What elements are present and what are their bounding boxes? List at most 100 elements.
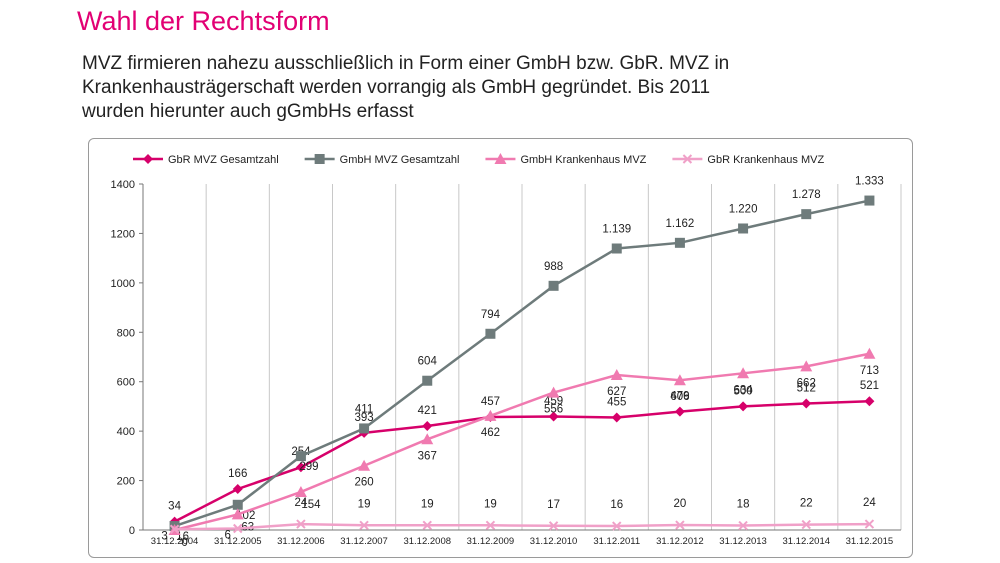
data-point-gmbh-mvz-gesamtzahl [674,237,685,248]
data-label-gmbh-krankenhaus-mvz: 556 [544,404,563,416]
data-label-gbr-mvz-gesamtzahl: 521 [860,380,879,392]
data-point-gbr-mvz-gesamtzahl [548,411,559,422]
data-point-gbr-mvz-gesamtzahl [422,420,433,431]
data-label-gbr-mvz-gesamtzahl: 457 [481,396,500,408]
data-label-gbr-krankenhaus-mvz: 19 [421,498,434,510]
y-tick-label: 1400 [111,179,135,191]
x-tick-label: 31.12.2008 [403,536,451,547]
data-point-gmbh-krankenhaus-mvz [800,360,813,372]
data-label-gbr-krankenhaus-mvz: 24 [295,497,308,509]
data-label-gbr-krankenhaus-mvz: 17 [547,499,560,511]
x-tick-label: 31.12.2010 [530,536,578,547]
y-tick-label: 800 [117,327,135,339]
data-point-gbr-mvz-gesamtzahl [295,462,306,473]
y-tick-label: 0 [129,525,135,537]
data-point-gmbh-mvz-gesamtzahl [359,423,370,434]
data-point-gbr-krankenhaus-mvz [296,519,306,529]
data-point-gmbh-krankenhaus-mvz [421,433,434,445]
data-point-gmbh-krankenhaus-mvz [610,369,623,381]
data-point-gbr-krankenhaus-mvz [233,523,243,534]
data-point-gmbh-mvz-gesamtzahl [232,499,243,510]
data-label-gmbh-krankenhaus-mvz: 713 [860,365,879,377]
data-label-gbr-krankenhaus-mvz: 16 [610,499,623,511]
data-label-gmbh-mvz-gesamtzahl: 1.278 [792,189,821,201]
series-line-gmbh-krankenhaus-mvz [174,352,870,532]
data-point-gmbh-mvz-gesamtzahl [548,280,559,291]
data-point-gmbh-krankenhaus-mvz [358,459,371,471]
series-line-gbr-krankenhaus-mvz [174,522,870,531]
x-tick-label: 31.12.2009 [467,536,515,547]
legend-marker-gbr-mvz-gesamtzahl [143,154,153,164]
data-label-gbr-mvz-gesamtzahl: 459 [544,396,563,408]
data-label-gmbh-krankenhaus-mvz: 367 [418,450,437,462]
x-tick-label: 31.12.2004 [151,536,199,547]
data-point-gbr-krankenhaus-mvz [485,520,496,531]
data-point-gbr-mvz-gesamtzahl [232,483,243,494]
x-tick-label: 31.12.2007 [340,536,388,547]
y-tick-label: 400 [117,426,135,438]
data-point-gmbh-krankenhaus-mvz [547,386,560,398]
data-point-gbr-krankenhaus-mvz [169,524,180,534]
x-tick-label: 31.12.2014 [782,536,830,547]
data-label-gbr-mvz-gesamtzahl: 34 [168,501,181,513]
data-label-gmbh-krankenhaus-mvz: 462 [481,427,500,439]
data-label-gbr-krankenhaus-mvz: 19 [484,498,497,510]
data-point-gbr-mvz-gesamtzahl [674,406,685,417]
data-point-gmbh-mvz-gesamtzahl [864,195,875,206]
data-label-gmbh-krankenhaus-mvz: 0 [181,537,187,549]
data-label-gbr-krankenhaus-mvz: 20 [674,498,687,510]
x-tick-label: 31.12.2011 [593,536,640,547]
y-tick-label: 1000 [111,278,135,290]
data-point-gmbh-krankenhaus-mvz [294,485,307,497]
data-point-gbr-krankenhaus-mvz [359,520,369,531]
data-label-gmbh-krankenhaus-mvz: 634 [733,384,753,396]
data-label-gbr-krankenhaus-mvz: 22 [800,498,813,510]
data-label-gbr-krankenhaus-mvz: 3 [161,530,167,542]
data-label-gmbh-krankenhaus-mvz: 260 [354,477,373,489]
data-point-gmbh-krankenhaus-mvz [673,374,686,386]
data-point-gmbh-krankenhaus-mvz [863,347,876,359]
data-label-gmbh-krankenhaus-mvz: 606 [670,391,689,403]
data-label-gbr-mvz-gesamtzahl: 500 [733,385,752,397]
data-label-gbr-krankenhaus-mvz: 18 [737,499,750,511]
data-label-gbr-krankenhaus-mvz: 19 [358,498,371,510]
data-point-gmbh-krankenhaus-mvz [737,367,750,379]
series-line-gbr-mvz-gesamtzahl [174,399,870,523]
data-point-gmbh-mvz-gesamtzahl [611,243,622,254]
data-label-gmbh-mvz-gesamtzahl: 1.333 [855,176,884,188]
x-tick-label: 31.12.2005 [214,536,262,547]
data-label-gbr-mvz-gesamtzahl: 512 [797,382,816,394]
y-tick-label: 200 [117,476,135,488]
slide-title: Wahl der Rechtsform [77,6,330,36]
slide-description: MVZ firmieren nahezu ausschließlich in F… [82,52,912,124]
data-label-gmbh-krankenhaus-mvz: 627 [607,386,626,398]
data-point-gbr-krankenhaus-mvz [675,520,685,530]
data-point-gmbh-mvz-gesamtzahl [801,209,812,220]
data-label-gmbh-mvz-gesamtzahl: 604 [418,356,438,368]
data-label-gmbh-mvz-gesamtzahl: 411 [355,403,373,415]
legend-label-gbr-mvz-gesamtzahl: GbR MVZ Gesamtzahl [168,154,279,166]
data-point-gmbh-krankenhaus-mvz [231,508,244,520]
data-point-gmbh-mvz-gesamtzahl [738,223,749,234]
description-line: wurden hierunter auch gGmbHs erfasst [82,101,414,122]
legend-label-gmbh-mvz-gesamtzahl: GmbH MVZ Gesamtzahl [340,154,460,166]
data-point-gmbh-krankenhaus-mvz [484,409,497,421]
data-point-gbr-krankenhaus-mvz [422,520,432,531]
data-label-gbr-mvz-gesamtzahl: 455 [607,397,626,409]
data-point-gmbh-mvz-gesamtzahl [485,328,496,339]
x-tick-label: 31.12.2006 [277,536,325,547]
data-point-gbr-mvz-gesamtzahl [864,396,875,407]
data-point-gbr-krankenhaus-mvz [548,521,559,531]
data-point-gbr-krankenhaus-mvz [738,520,748,531]
legend-label-gmbh-krankenhaus-mvz: GmbH Krankenhaus MVZ [520,154,646,166]
data-point-gbr-mvz-gesamtzahl [738,401,749,412]
legend-marker-gbr-krankenhaus-mvz [682,154,693,164]
x-tick-label: 31.12.2012 [656,536,704,547]
data-label-gmbh-mvz-gesamtzahl: 1.220 [729,203,758,215]
data-label-gmbh-krankenhaus-mvz: 662 [797,377,816,389]
legend-marker-gmbh-mvz-gesamtzahl [314,154,325,164]
data-point-gbr-mvz-gesamtzahl [611,412,622,423]
data-label-gbr-krankenhaus-mvz: 6 [225,530,231,542]
data-label-gbr-mvz-gesamtzahl: 421 [418,405,437,417]
series-line-gmbh-mvz-gesamtzahl [174,199,870,528]
